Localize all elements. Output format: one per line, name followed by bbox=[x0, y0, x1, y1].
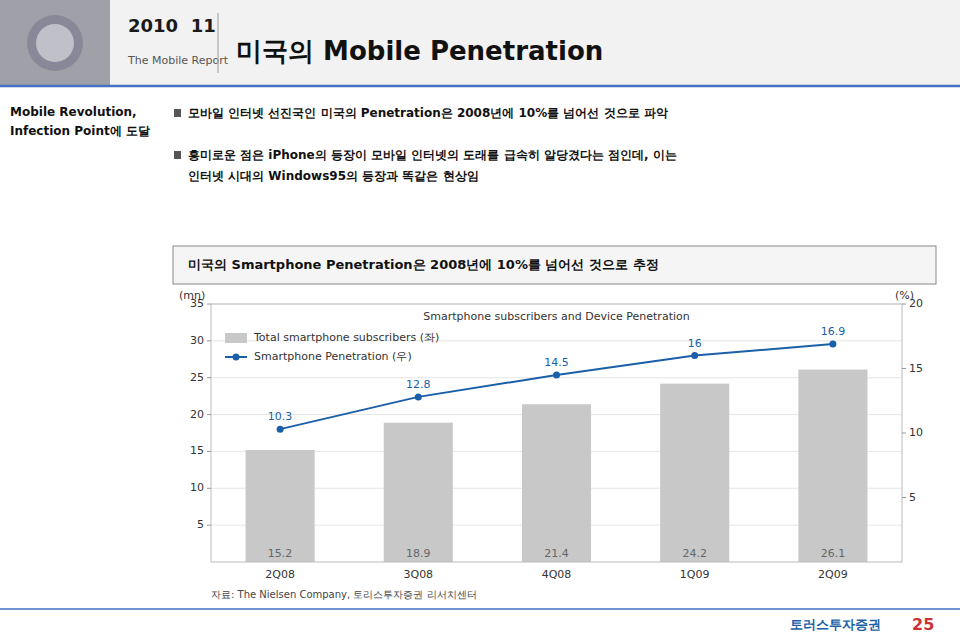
page: 2010 11 The Mobile Report 미국의 Mobile Penet… bbox=[0, 0, 960, 637]
y-tick-label: 5 bbox=[197, 518, 204, 531]
y-tick bbox=[207, 525, 211, 526]
legend-label: Total smartphone subscribers (좌) bbox=[253, 331, 439, 344]
bar-label: 18.9 bbox=[406, 547, 431, 560]
y-tick bbox=[207, 414, 211, 415]
y2-tick-label: 5 bbox=[909, 491, 916, 504]
header-sub: The Mobile Report bbox=[127, 54, 229, 67]
chart-section-title: 미국의 Smartphone Penetration은 2008년에 10%를 … bbox=[188, 257, 659, 272]
line-label: 16.9 bbox=[821, 325, 846, 338]
company-name: 토러스투자증권 bbox=[790, 617, 881, 632]
logo-box bbox=[0, 0, 110, 86]
header-divider bbox=[217, 13, 218, 73]
y-tick-label: 30 bbox=[190, 334, 204, 347]
y2-tick-label: 15 bbox=[909, 362, 923, 375]
page-number: 25 bbox=[912, 615, 934, 634]
bar-label: 26.1 bbox=[821, 547, 846, 560]
line-marker bbox=[691, 352, 698, 359]
y2-tick bbox=[902, 368, 906, 369]
marks bbox=[246, 340, 868, 562]
y-tick bbox=[207, 488, 211, 489]
line-marker bbox=[277, 426, 284, 433]
x-tick-label: 1Q09 bbox=[680, 568, 710, 581]
legend-swatch bbox=[225, 333, 247, 343]
bullets: 모바일 인터넷 선진국인 미국의 Penetration은 2008년에 10%… bbox=[174, 106, 677, 183]
footer-rule bbox=[0, 608, 960, 610]
header-bg bbox=[0, 0, 960, 86]
bar bbox=[384, 423, 453, 562]
bullet-text: 모바일 인터넷 선진국인 미국의 Penetration은 2008년에 10%… bbox=[188, 106, 668, 120]
chart-section-box bbox=[173, 246, 936, 284]
y-tick-label: 25 bbox=[190, 371, 204, 384]
x-tick-label: 3Q08 bbox=[403, 568, 433, 581]
bar bbox=[660, 384, 729, 562]
bar bbox=[246, 450, 315, 562]
y-tick-label: 10 bbox=[190, 481, 204, 494]
y-tick bbox=[207, 304, 211, 305]
y2-tick bbox=[902, 497, 906, 498]
line-label: 12.8 bbox=[406, 378, 431, 391]
y-tick bbox=[207, 377, 211, 378]
legend-label: Smartphone Penetration (우) bbox=[254, 350, 412, 363]
chart-title: Smartphone subscribers and Device Penetr… bbox=[423, 310, 689, 323]
plot-bg bbox=[211, 304, 902, 562]
bullet-text: 인터넷 시대의 Windows95의 등장과 똑같은 현상임 bbox=[188, 169, 479, 183]
bar-label: 24.2 bbox=[682, 547, 707, 560]
line-marker bbox=[415, 393, 422, 400]
bar bbox=[798, 370, 867, 562]
section-label-line: Mobile Revolution, bbox=[10, 105, 137, 119]
y-axis-label: (mn) bbox=[179, 289, 205, 302]
section-label: Mobile Revolution, Infection Point에 도달 bbox=[10, 105, 150, 138]
bar-label: 21.4 bbox=[544, 547, 569, 560]
x-tick-label: 4Q08 bbox=[542, 568, 572, 581]
bar bbox=[522, 404, 591, 562]
bullet-square bbox=[174, 151, 181, 159]
line-label: 16 bbox=[688, 337, 702, 350]
line-label: 10.3 bbox=[268, 410, 293, 423]
legend: Total smartphone subscribers (좌) Smartpho… bbox=[225, 331, 439, 363]
header: 2010 11 The Mobile Report 미국의 Mobile Penet… bbox=[0, 0, 960, 86]
bar-label: 15.2 bbox=[268, 547, 293, 560]
y2-tick bbox=[902, 433, 906, 434]
bullet-text: 흥미로운 점은 iPhone의 등장이 모바일 인터넷의 도래를 급속히 알당겼… bbox=[188, 148, 677, 162]
line-label: 14.5 bbox=[544, 356, 569, 369]
logo-outer bbox=[27, 15, 83, 71]
y-tick-label: 15 bbox=[190, 444, 204, 457]
y-tick bbox=[207, 451, 211, 452]
plot-frame bbox=[211, 304, 902, 562]
header-rule bbox=[0, 85, 960, 88]
section-label-line: Infection Point에 도달 bbox=[10, 124, 150, 138]
y2-tick-label: 10 bbox=[909, 426, 923, 439]
y-tick-label: 20 bbox=[190, 408, 204, 421]
x-tick-label: 2Q08 bbox=[265, 568, 295, 581]
page-title: 미국의 Mobile Penetration bbox=[236, 36, 603, 66]
bullet-square bbox=[174, 109, 181, 117]
y-tick bbox=[207, 340, 211, 341]
line-marker bbox=[553, 371, 560, 378]
y2-tick bbox=[902, 304, 906, 305]
legend-marker bbox=[233, 354, 240, 361]
header-year: 2010 11 bbox=[128, 15, 216, 36]
chart: 15.2 18.9 21.4 24.2 26.1 10.3 12.8 14.5 16 16.9 5 1… bbox=[179, 289, 923, 581]
line-marker bbox=[829, 340, 836, 347]
y2-axis-label: (%) bbox=[895, 289, 914, 302]
source-text: 자료: The Nielsen Company, 토리스투자증권 리서치센터 bbox=[211, 589, 477, 600]
x-tick-label: 2Q09 bbox=[818, 568, 848, 581]
logo-inner bbox=[36, 24, 74, 62]
